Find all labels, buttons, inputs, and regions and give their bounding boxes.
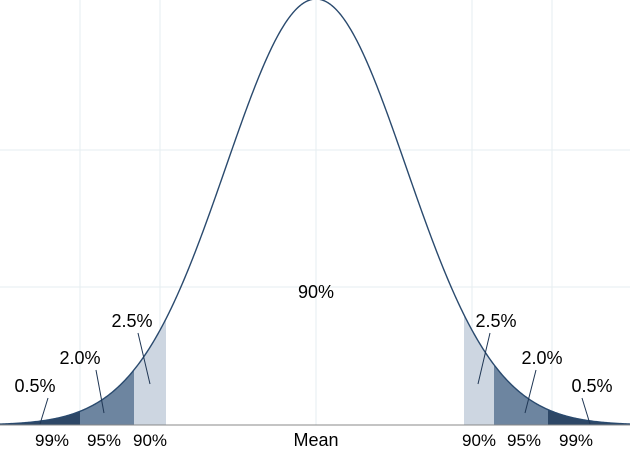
right-band-inner bbox=[464, 314, 494, 425]
left-band-middle bbox=[80, 369, 134, 425]
tail-bands bbox=[0, 314, 630, 425]
leader-right-inner bbox=[477, 332, 491, 385]
leader-right-outer bbox=[581, 397, 591, 425]
axis-label-right-90: 90% bbox=[462, 431, 496, 450]
right-tail-label-inner: 2.5% bbox=[475, 311, 516, 331]
left-band-outer bbox=[0, 411, 80, 425]
left-band-inner bbox=[134, 318, 166, 425]
bell-curve bbox=[0, 0, 630, 425]
leader-right-middle bbox=[524, 369, 537, 414]
leader-left-outer bbox=[39, 397, 49, 425]
right-tail-label-outer: 0.5% bbox=[571, 376, 612, 396]
leader-left-middle bbox=[95, 369, 105, 414]
axis-label-left-95: 95% bbox=[87, 431, 121, 450]
center-percent-label: 90% bbox=[298, 282, 334, 302]
axis-label-left-99: 99% bbox=[35, 431, 69, 450]
right-band-middle bbox=[494, 364, 548, 425]
leader-left-inner bbox=[137, 332, 151, 385]
left-tail-label-outer: 0.5% bbox=[14, 376, 55, 396]
axis-label-left-90: 90% bbox=[133, 431, 167, 450]
left-tail-label-middle: 2.0% bbox=[59, 348, 100, 368]
right-band-outer bbox=[548, 409, 630, 425]
left-tail-label-inner: 2.5% bbox=[111, 311, 152, 331]
axis-label-right-99: 99% bbox=[559, 431, 593, 450]
right-tail-label-middle: 2.0% bbox=[521, 348, 562, 368]
axis-label-mean: Mean bbox=[293, 430, 338, 450]
axis-label-right-95: 95% bbox=[507, 431, 541, 450]
label-leader-lines bbox=[39, 332, 591, 425]
grid-lines bbox=[0, 0, 630, 425]
